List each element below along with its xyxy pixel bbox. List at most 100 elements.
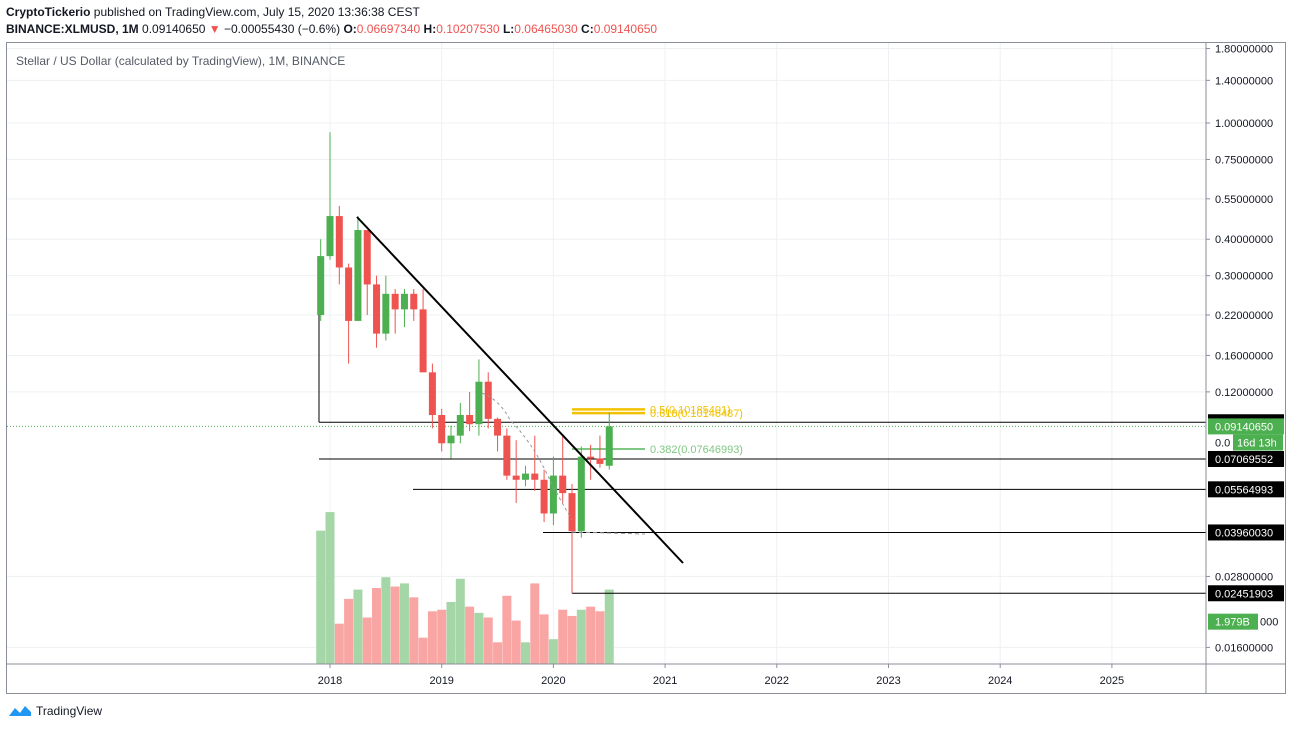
price-label-text: 0.05564993: [1215, 484, 1273, 496]
candle-body: [521, 473, 529, 480]
volume-bar: [353, 589, 363, 664]
time-tick-label: 2025: [1100, 675, 1124, 687]
footer-brand[interactable]: TradingView: [8, 704, 102, 718]
close-label: C:: [581, 22, 594, 36]
candle-body: [587, 456, 595, 459]
time-tick-label: 2023: [876, 675, 900, 687]
candle-body: [373, 284, 381, 334]
volume-bar: [595, 611, 605, 664]
candle-body: [345, 267, 353, 321]
last-price: 0.09140650: [142, 22, 206, 36]
fib-label: 0.618(0.10146487): [650, 408, 743, 420]
drawings: [356, 216, 684, 564]
price-tick-label: 1.40000000: [1215, 75, 1273, 87]
volume-bar: [316, 530, 326, 664]
close-value: 0.09140650: [593, 22, 658, 36]
candle-body: [391, 293, 399, 310]
change-value: −0.00055430 (−0.6%): [224, 22, 341, 36]
price-tick-label: 0.01600000: [1215, 642, 1273, 654]
publish-text: published on TradingView.com, July 15, 2…: [90, 5, 420, 19]
volume-bar: [474, 612, 484, 664]
price-tick-label: 0.22000000: [1215, 310, 1273, 322]
price-label-text: 0.07069552: [1215, 454, 1273, 466]
chart-legend-title: Stellar / US Dollar (calculated by Tradi…: [16, 54, 346, 68]
candle-body: [559, 475, 567, 494]
volume-label-box: [1208, 613, 1258, 630]
volume-bar: [372, 588, 382, 664]
volume-bars: [316, 512, 614, 664]
volume-bar: [409, 597, 419, 664]
candle-body: [419, 309, 427, 373]
candles: [317, 132, 613, 594]
time-tick-label: 2022: [765, 675, 789, 687]
volume-bar: [520, 642, 530, 664]
volume-bar: [530, 583, 540, 664]
fib-label: 0.382(0.07646993): [650, 444, 743, 456]
volume-bar: [586, 606, 596, 664]
price-tick-label: 0.02800000: [1215, 571, 1273, 583]
time-axis: 2018 2019 2020 2021 2022 2023 2024 2025: [7, 663, 1285, 687]
high-value: 0.10207530: [436, 22, 500, 36]
candle-body: [484, 381, 492, 419]
volume-bar: [418, 637, 428, 664]
volume-bar: [334, 623, 344, 664]
open-label: O:: [343, 22, 357, 36]
author-name[interactable]: CryptoTickerio: [6, 5, 91, 19]
symbol-label: BINANCE:XLMUSD, 1M: [6, 22, 139, 36]
volume-bar: [399, 583, 409, 664]
volume-bar: [604, 589, 614, 664]
publish-info: CryptoTickerio published on TradingView.…: [6, 5, 420, 19]
candle-body: [447, 435, 455, 444]
candle-body: [363, 230, 371, 285]
price-label-box: [1208, 481, 1284, 498]
candle-body: [438, 415, 446, 444]
volume-bar: [446, 602, 456, 664]
candle-body: [466, 415, 474, 425]
volume-bar: [576, 609, 586, 664]
time-tick-label: 2024: [988, 675, 1012, 687]
countdown-box: [1233, 434, 1283, 451]
chart-frame[interactable]: [6, 42, 1286, 694]
price-label-text: 0.09140650: [1215, 421, 1273, 433]
dashed-projection: [571, 531, 646, 535]
price-tick-label: 0.40000000: [1215, 234, 1273, 246]
volume-tick-tail: 000: [1260, 617, 1278, 629]
volume-bar: [483, 617, 493, 664]
down-arrow-icon: ▼: [208, 22, 221, 36]
candle-body: [596, 458, 604, 464]
volume-bar: [455, 578, 465, 664]
candle-body: [317, 256, 325, 316]
volume-bar: [381, 577, 391, 664]
price-label-box: [1208, 585, 1284, 602]
price-label-box: [1208, 450, 1284, 467]
candle-body: [428, 372, 436, 415]
candle-body: [354, 230, 362, 321]
price-tick-label: 0.12000000: [1215, 387, 1273, 399]
time-tick-label: 2019: [429, 675, 453, 687]
candle-body: [382, 293, 390, 334]
horizontal-levels: [7, 256, 1206, 594]
volume-bar: [539, 614, 549, 664]
high-label: H:: [423, 22, 437, 36]
volume-bar: [427, 611, 437, 664]
volume-bar: [325, 512, 335, 664]
time-tick-label: 2021: [653, 675, 677, 687]
candle-body: [531, 473, 539, 480]
low-label: L:: [502, 22, 515, 36]
volume-bar: [567, 615, 577, 664]
low-value: 0.06465030: [514, 22, 578, 36]
footer-brand-text: TradingView: [36, 704, 103, 718]
candle-body: [410, 293, 418, 310]
time-tick-label: 2020: [541, 675, 565, 687]
volume-bar: [390, 586, 400, 664]
volume-bar: [493, 642, 503, 664]
price-tick-label: 1.80000000: [1215, 43, 1273, 55]
volume-bar: [558, 609, 568, 664]
candle-body: [605, 426, 613, 466]
volume-bar: [465, 606, 475, 664]
volume-bar: [437, 609, 447, 664]
price-label-box: [1208, 418, 1284, 435]
volume-bar: [344, 598, 354, 664]
candle-body: [568, 493, 576, 532]
